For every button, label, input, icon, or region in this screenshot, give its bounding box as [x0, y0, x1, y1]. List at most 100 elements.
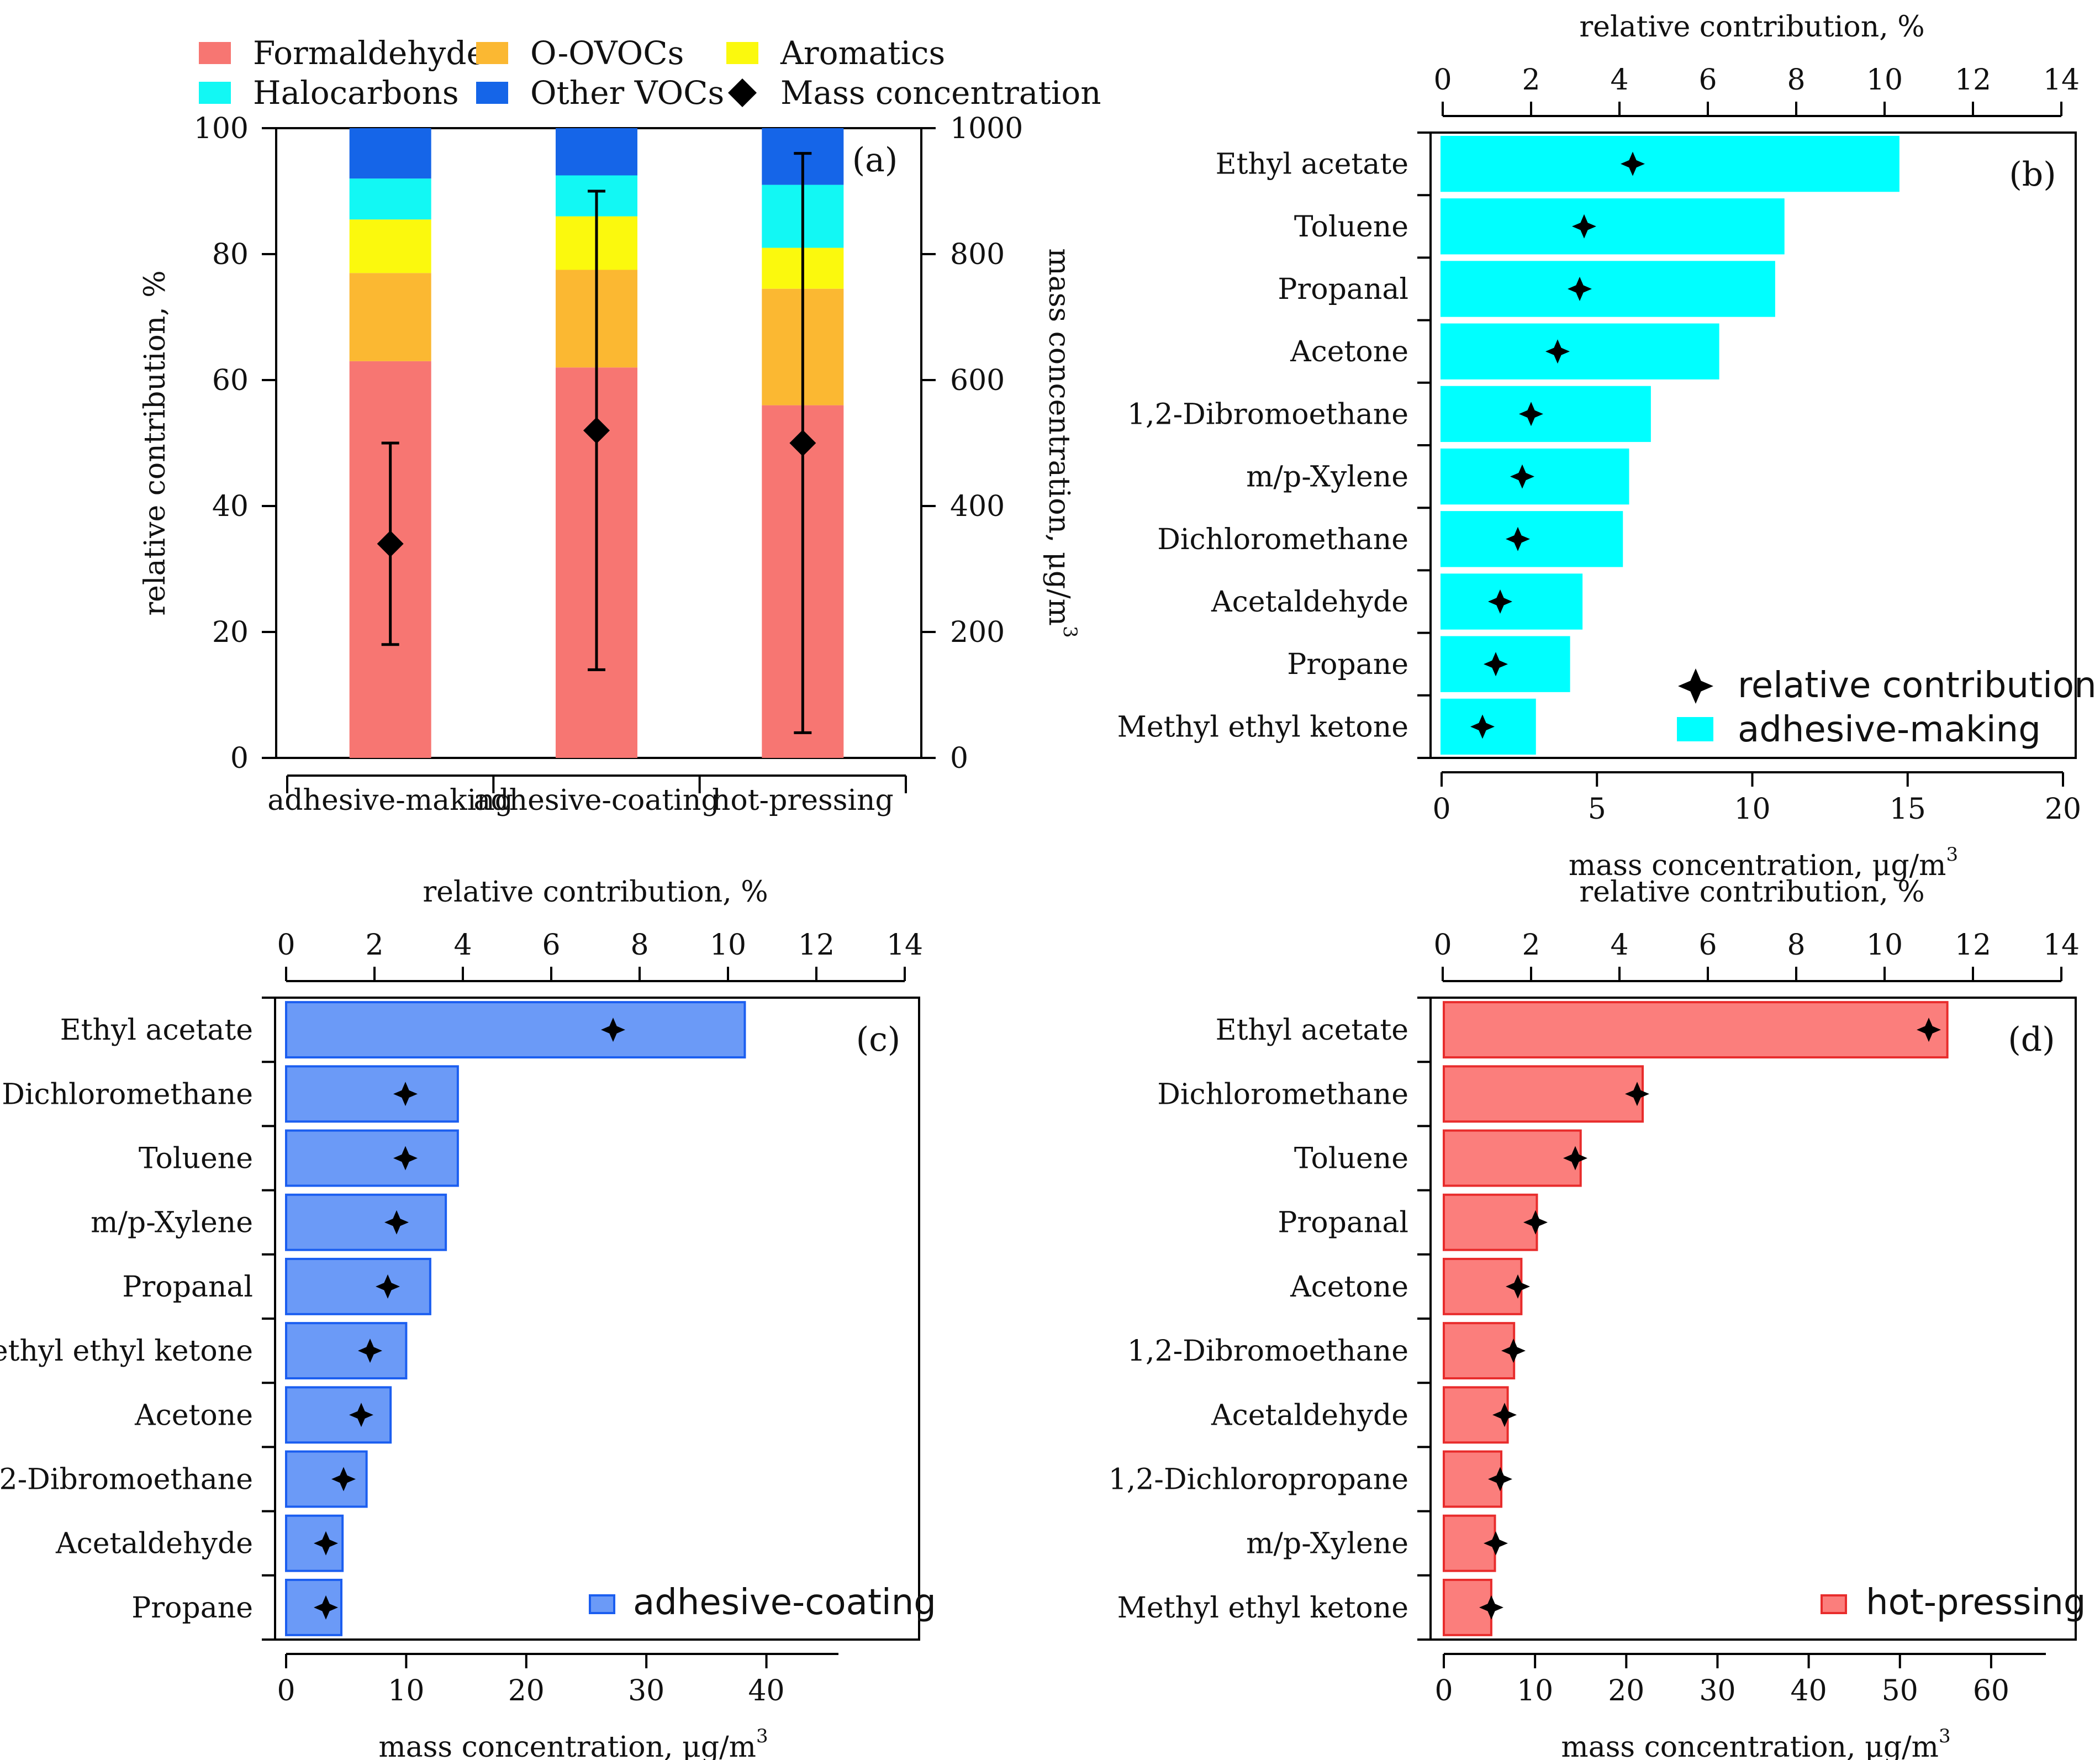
- x-axis-label: mass concentration, μg/m3: [378, 1725, 768, 1760]
- legend-label: adhesive-making: [1738, 709, 2041, 750]
- relative-contribution-marker: [1625, 1082, 1649, 1106]
- category-label: Ethyl acetate: [60, 1014, 253, 1047]
- x2-tick-label: 12: [1955, 64, 1991, 97]
- relative-contribution-marker: [1510, 464, 1534, 489]
- mass-concentration-marker: [377, 530, 404, 557]
- relative-contribution-marker: [1484, 1531, 1508, 1556]
- legend-label: hot-pressing: [1866, 1582, 2086, 1623]
- bar: [1443, 1129, 1582, 1187]
- legend-label: O-OVOCs: [530, 34, 684, 72]
- relative-contribution-marker: [1488, 589, 1512, 614]
- x2-tick-label: 6: [542, 929, 560, 962]
- relative-contribution-marker: [1506, 526, 1530, 551]
- category-label: 1,2-Dibromoethane: [0, 1463, 253, 1496]
- y2-tick-label: 200: [950, 616, 1005, 649]
- bar: [1441, 198, 1785, 255]
- bar: [1443, 1065, 1644, 1123]
- relative-contribution-marker: [1519, 402, 1543, 426]
- mass-concentration-marker: [789, 430, 816, 456]
- x-tick-label: 0: [1434, 1674, 1453, 1708]
- panel-label: (b): [2009, 155, 2056, 194]
- y2-tick-label: 0: [950, 742, 968, 775]
- bar: [1441, 511, 1623, 567]
- bar: [1441, 135, 1900, 192]
- legend-swatch: [1821, 1594, 1847, 1614]
- y2-axis-label-group: mass concentration, μg/m3: [1042, 248, 1081, 637]
- y2-tick-label: 600: [950, 364, 1005, 397]
- x-tick-label: 10: [1734, 793, 1770, 826]
- x2-tick-label: 2: [1522, 929, 1540, 962]
- relative-contribution-marker: [384, 1210, 409, 1235]
- x-axis-label: mass concentration, μg/m3: [1561, 1725, 1950, 1760]
- category-label: 1,2-Dichloropropane: [1109, 1463, 1408, 1496]
- x2-tick-label: 10: [1866, 64, 1903, 97]
- bar-segment-halocarbons: [349, 178, 431, 220]
- legend-swatch: [476, 42, 508, 64]
- relative-contribution-marker: [1917, 1018, 1941, 1042]
- x2-axis-label: relative contribution, %: [423, 876, 768, 909]
- category-label: Acetone: [134, 1399, 253, 1432]
- x-axis-label-sup: 3: [1939, 1725, 1951, 1747]
- y-tick-label: 100: [194, 112, 249, 145]
- legend-swatch: [1677, 717, 1713, 741]
- bar: [285, 1386, 392, 1444]
- bar-segment-other-vocs: [556, 128, 637, 176]
- relative-contribution-marker: [314, 1595, 338, 1620]
- legend-swatch: [199, 82, 231, 104]
- category-label: m/p-Xylene: [91, 1206, 253, 1240]
- legend-label: Formaldehyde: [253, 34, 486, 72]
- y-tick-label: 0: [230, 742, 249, 775]
- y2-tick-label: 800: [950, 238, 1005, 271]
- relative-contribution-marker: [1484, 652, 1508, 677]
- x2-axis-label: relative contribution, %: [1579, 876, 1924, 909]
- x2-tick-label: 2: [365, 929, 383, 962]
- category-label: 1,2-Dibromoethane: [1127, 398, 1408, 431]
- y2-tick-label: 400: [950, 490, 1005, 523]
- x2-tick-label: 2: [1522, 64, 1540, 97]
- x2-tick-label: 4: [1610, 64, 1628, 97]
- relative-contribution-marker: [393, 1146, 418, 1171]
- x-tick-label: 30: [628, 1674, 664, 1708]
- y2-axis-label: mass concentration, μg/m3: [1042, 248, 1081, 637]
- y-tick-label: 60: [212, 364, 249, 397]
- panel-label: (d): [2008, 1020, 2055, 1059]
- y2-axis-label-sup: 3: [1059, 626, 1081, 638]
- y-tick-label: 80: [212, 238, 249, 271]
- category-label: Acetaldehyde: [55, 1527, 253, 1561]
- x2-tick-label: 12: [798, 929, 835, 962]
- x-axis-label-sup: 3: [756, 1725, 768, 1747]
- relative-contribution-marker: [349, 1403, 373, 1427]
- category-label: Methyl ethyl ketone: [1117, 710, 1408, 744]
- legend-label: adhesive-coating: [633, 1582, 936, 1623]
- x-tick-label: 60: [1973, 1674, 2009, 1708]
- x-axis-label-main: mass concentration, μg/m: [1569, 849, 1946, 882]
- y-axis-label: relative contribution, %: [139, 270, 172, 615]
- relative-contribution-marker: [1501, 1339, 1526, 1363]
- mass-concentration-marker: [583, 417, 610, 444]
- panel-c: Ethyl acetate Dichloromethane Toluene m/p-X…: [0, 876, 936, 1760]
- bar: [285, 1001, 746, 1059]
- x-category-label: hot-pressing: [712, 784, 894, 817]
- relative-contribution-marker: [1572, 214, 1596, 239]
- bar: [285, 1065, 459, 1123]
- x2-tick-label: 10: [1866, 929, 1903, 962]
- category-label: Ethyl acetate: [1216, 1014, 1408, 1047]
- legend-diamond-icon: [728, 78, 757, 107]
- legend-star-icon: [1678, 668, 1713, 704]
- legend-label: relative contribution: [1738, 665, 2097, 706]
- x2-tick-label: 8: [1787, 929, 1805, 962]
- x-tick-label: 20: [508, 1674, 545, 1708]
- category-label: m/p-Xylene: [1246, 461, 1408, 494]
- x2-tick-label: 14: [2043, 64, 2080, 97]
- x-axis-label-main: mass concentration, μg/m: [1561, 1731, 1939, 1760]
- x2-axis-label: relative contribution, %: [1579, 10, 1924, 44]
- x-tick-label: 20: [1608, 1674, 1644, 1708]
- x-tick-label: 10: [1517, 1674, 1553, 1708]
- x2-tick-label: 0: [1433, 929, 1452, 962]
- x2-tick-label: 0: [1433, 64, 1452, 97]
- relative-contribution-marker: [1568, 277, 1592, 301]
- relative-contribution-marker: [601, 1018, 625, 1042]
- x2-tick-label: 8: [1787, 64, 1805, 97]
- legend-label: Mass concentration: [780, 74, 1101, 112]
- category-label: 1,2-Dibromoethane: [1127, 1335, 1408, 1368]
